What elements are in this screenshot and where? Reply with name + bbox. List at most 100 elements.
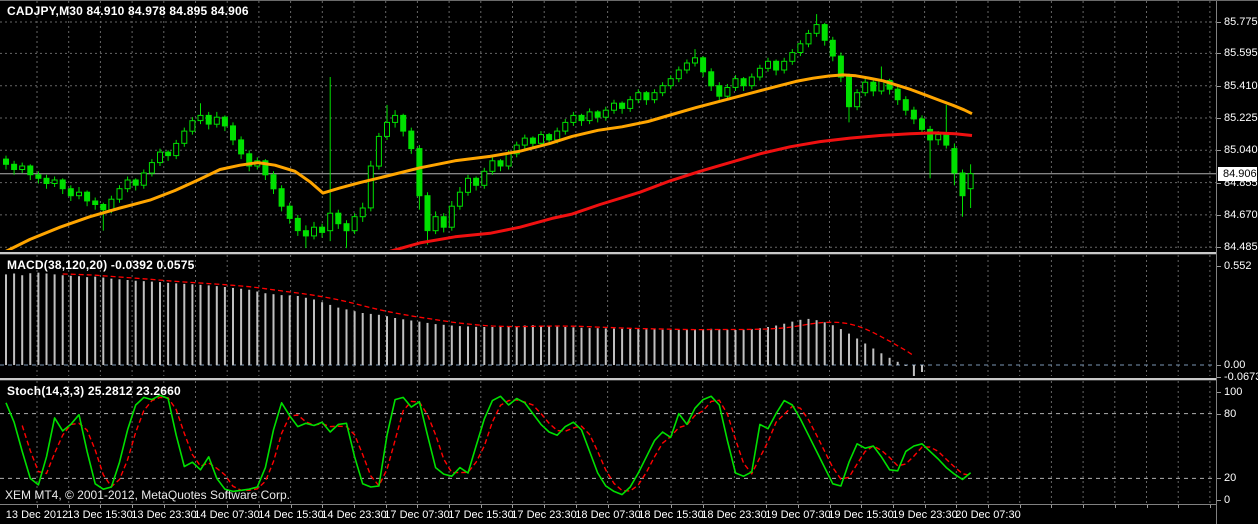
- price-axis-label: 84.485: [1224, 241, 1258, 253]
- price-axis-label: 85.775: [1224, 16, 1258, 28]
- time-tick: [608, 505, 609, 508]
- time-tick: [798, 505, 799, 508]
- current-price-marker: 84.906: [1218, 167, 1257, 181]
- time-tick: [671, 505, 672, 508]
- time-axis-label: 17 Dec 07:30: [384, 509, 450, 521]
- time-tick: [195, 505, 196, 508]
- macd-axis-label: 0.552: [1224, 260, 1252, 272]
- time-tick: [512, 505, 513, 508]
- stoch-axis-label: 100: [1224, 386, 1243, 398]
- time-axis-label: 13 Dec 2012: [5, 509, 69, 521]
- time-axis-label: 18 Dec 15:30: [638, 509, 704, 521]
- price-axis-label: 85.225: [1224, 112, 1258, 124]
- time-axis-label: 19 Dec 07:30: [765, 509, 831, 521]
- time-tick: [449, 505, 450, 508]
- time-tick: [544, 505, 545, 508]
- axis-tick: [1217, 414, 1221, 415]
- stoch-axis-label: 20: [1224, 472, 1237, 484]
- time-tick: [1083, 505, 1084, 508]
- time-tick: [734, 505, 735, 508]
- axis-tick: [1217, 53, 1221, 54]
- time-tick: [1020, 505, 1021, 508]
- stoch-axis-label: 80: [1224, 408, 1237, 420]
- panel-separator-stoch[interactable]: [0, 376, 1258, 381]
- time-tick: [259, 505, 260, 508]
- time-tick: [354, 505, 355, 508]
- slow-ma-line: [389, 131, 973, 250]
- time-axis-label: 19 Dec 23:30: [892, 509, 958, 521]
- macd-histogram: [5, 272, 923, 376]
- price-axis-label: 85.595: [1224, 47, 1258, 59]
- time-tick: [1147, 505, 1148, 508]
- axis-tick: [1217, 266, 1221, 267]
- stochastic-indicator-panel[interactable]: Stoch(14,3,3) 25.2812 23.2660 XEM MT4, ©…: [0, 381, 1216, 504]
- time-axis-label: 18 Dec 23:30: [701, 509, 767, 521]
- macd-label: MACD(38,120,20) -0.0392 0.0575: [7, 258, 195, 272]
- vertical-gridlines: [36, 381, 1211, 504]
- time-tick: [417, 505, 418, 508]
- time-tick: [639, 505, 640, 508]
- time-tick: [164, 505, 165, 508]
- price-axis-label: 85.040: [1224, 144, 1258, 156]
- time-tick: [132, 505, 133, 508]
- time-tick: [37, 505, 38, 508]
- time-axis-label: 17 Dec 23:30: [511, 509, 577, 521]
- time-tick: [322, 505, 323, 508]
- main-chart-panel[interactable]: CADJPY,M30 84.910 84.978 84.895 84.906: [0, 1, 1216, 250]
- time-tick: [291, 505, 292, 508]
- vertical-gridlines: [36, 1, 1211, 250]
- time-tick: [69, 505, 70, 508]
- time-tick: [386, 505, 387, 508]
- time-tick: [861, 505, 862, 508]
- stochastic-chart: [0, 381, 1216, 504]
- time-tick: [1051, 505, 1052, 508]
- candlestick-series: [3, 14, 974, 249]
- time-tick: [100, 505, 101, 508]
- time-axis-label: 13 Dec 15:30: [67, 509, 133, 521]
- time-tick: [1210, 505, 1211, 508]
- time-tick: [1115, 505, 1116, 508]
- stoch-label: Stoch(14,3,3) 25.2812 23.2660: [7, 384, 181, 398]
- time-axis-label: 17 Dec 15:30: [448, 509, 514, 521]
- vertical-gridlines: [36, 255, 1211, 376]
- axis-tick: [1217, 183, 1221, 184]
- macd-axis-label: 0.00: [1224, 359, 1246, 371]
- candlestick-chart: [0, 1, 1216, 250]
- time-axis-label: 14 Dec 15:30: [258, 509, 324, 521]
- chart-title-ohlc: CADJPY,M30 84.910 84.978 84.895 84.906: [7, 4, 249, 18]
- macd-indicator-panel[interactable]: MACD(38,120,20) -0.0392 0.0575: [0, 255, 1216, 376]
- time-tick: [893, 505, 894, 508]
- price-axis-label: 85.410: [1224, 80, 1258, 92]
- time-axis-label: 19 Dec 15:30: [828, 509, 894, 521]
- time-tick: [956, 505, 957, 508]
- fast-ma-line: [5, 73, 973, 250]
- time-axis-label: 14 Dec 07:30: [194, 509, 260, 521]
- axis-tick: [1217, 215, 1221, 216]
- time-tick: [1178, 505, 1179, 508]
- time-axis-label: 13 Dec 23:30: [131, 509, 197, 521]
- panel-separator-macd[interactable]: [0, 250, 1258, 255]
- time-tick: [766, 505, 767, 508]
- time-tick: [925, 505, 926, 508]
- time-tick: [576, 505, 577, 508]
- price-axis[interactable]: 85.775 85.595 85.410 85.225 85.040 84.855 84.6…: [1216, 1, 1258, 524]
- time-tick: [830, 505, 831, 508]
- copyright-text: XEM MT4, © 2001-2012, MetaQuotes Softwar…: [5, 488, 290, 502]
- time-tick: [227, 505, 228, 508]
- macd-signal-line: [62, 273, 915, 357]
- axis-tick: [1217, 478, 1221, 479]
- time-axis-label: 20 Dec 07:30: [955, 509, 1021, 521]
- stoch-signal-line: [21, 396, 971, 492]
- time-axis[interactable]: 13 Dec 2012 13 Dec 15:30 13 Dec 23:30 14 De…: [0, 504, 1216, 524]
- axis-tick: [1217, 247, 1221, 248]
- stoch-axis-label: 0: [1224, 494, 1231, 506]
- axis-tick: [1217, 150, 1221, 151]
- axis-tick: [1217, 22, 1221, 23]
- time-axis-label: 14 Dec 23:30: [321, 509, 387, 521]
- axis-tick: [1217, 86, 1221, 87]
- time-tick: [703, 505, 704, 508]
- axis-tick: [1217, 118, 1221, 119]
- axis-tick: [1217, 365, 1221, 366]
- axis-tick: [1217, 377, 1221, 378]
- macd-chart: [0, 255, 1216, 376]
